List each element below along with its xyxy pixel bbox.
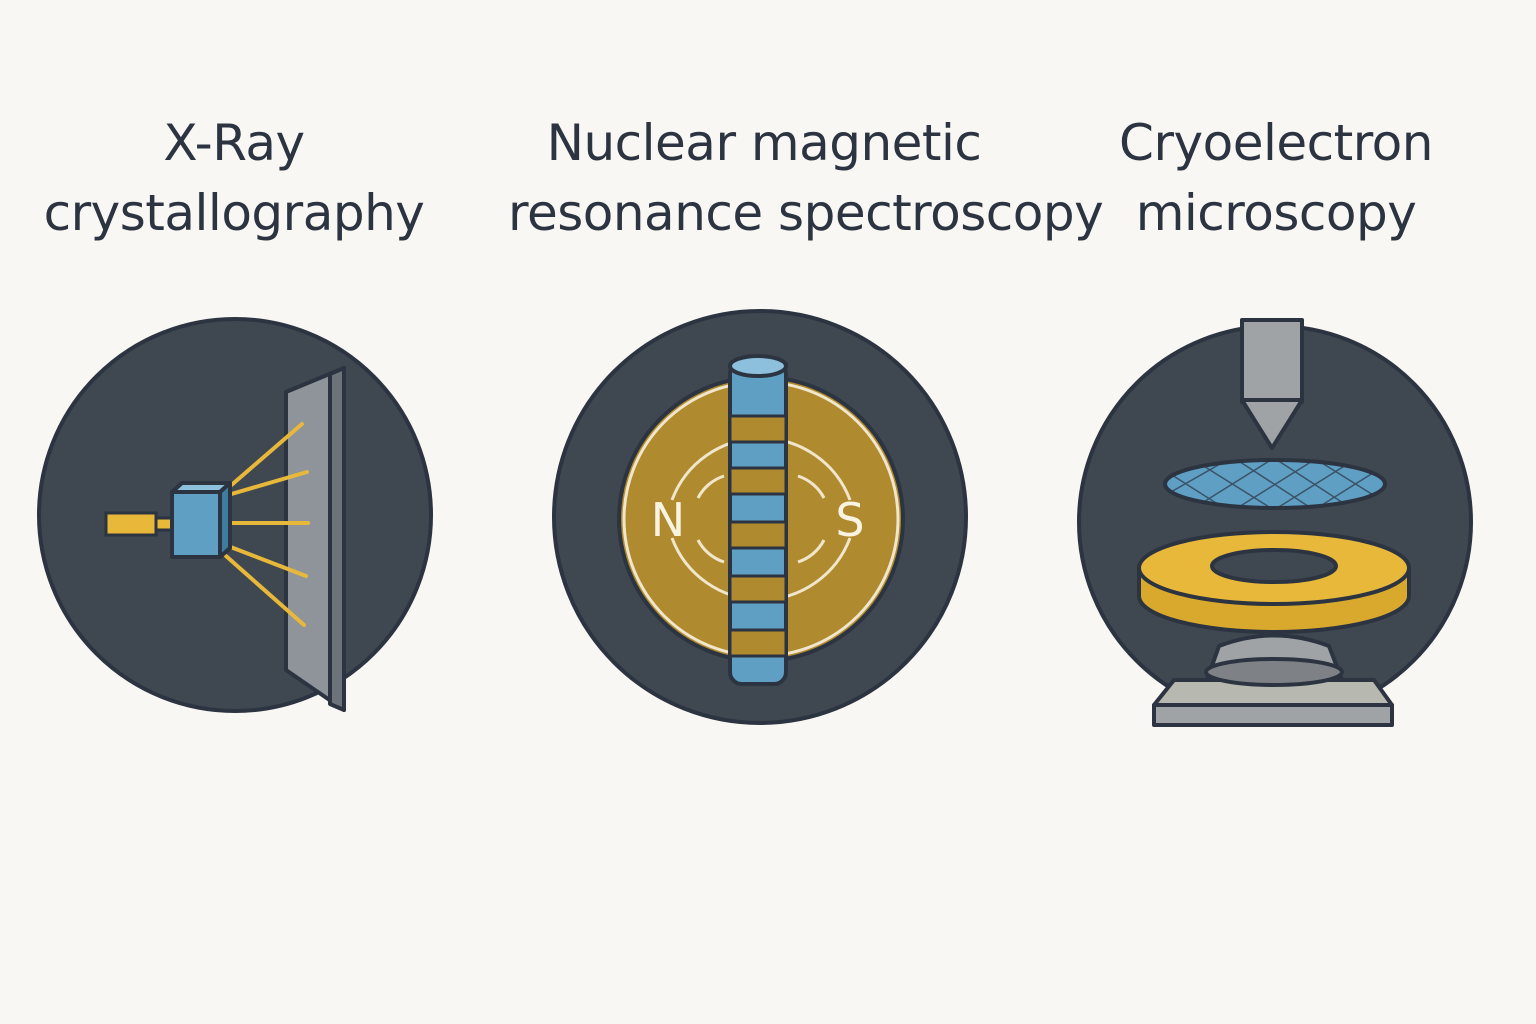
title-line-1: Cryoelectron: [1119, 114, 1433, 172]
title-line-2: resonance spectroscopy: [508, 184, 1104, 242]
nmr-magnet-icon: N S: [512, 300, 1024, 760]
xray-source: [104, 511, 158, 537]
panel-title-cryoem: Cryoelectron microscopy: [1020, 108, 1532, 248]
sample-tube: [728, 354, 788, 686]
crystal-cube: [170, 481, 232, 559]
panel-cryoem: Cryoelectron microscopy: [1024, 0, 1536, 1024]
title-line-2: microscopy: [1135, 184, 1417, 242]
icon-background-circle: [37, 317, 433, 713]
north-pole-label: N: [651, 493, 685, 547]
panel-nmr: Nuclear magnetic resonance spectroscopy …: [508, 0, 1104, 1024]
panel-title-xray: X-Ray crystallography: [0, 108, 490, 248]
panel-title-nmr: Nuclear magnetic resonance spectroscopy: [508, 108, 1104, 248]
electron-gun: [1240, 318, 1304, 450]
south-pole-label: S: [835, 493, 864, 547]
lens-ring: [1137, 530, 1411, 634]
cryo-em-microscope-icon: [1024, 300, 1536, 760]
xray-crystallography-icon: [0, 300, 512, 760]
diffraction-rays: [224, 422, 310, 627]
title-line-2: crystallography: [43, 184, 425, 242]
microscope-stage: [1152, 633, 1394, 727]
panel-xray: X-Ray crystallography: [0, 0, 512, 1024]
title-line-1: Nuclear magnetic: [546, 114, 982, 172]
title-line-1: X-Ray: [163, 114, 305, 172]
